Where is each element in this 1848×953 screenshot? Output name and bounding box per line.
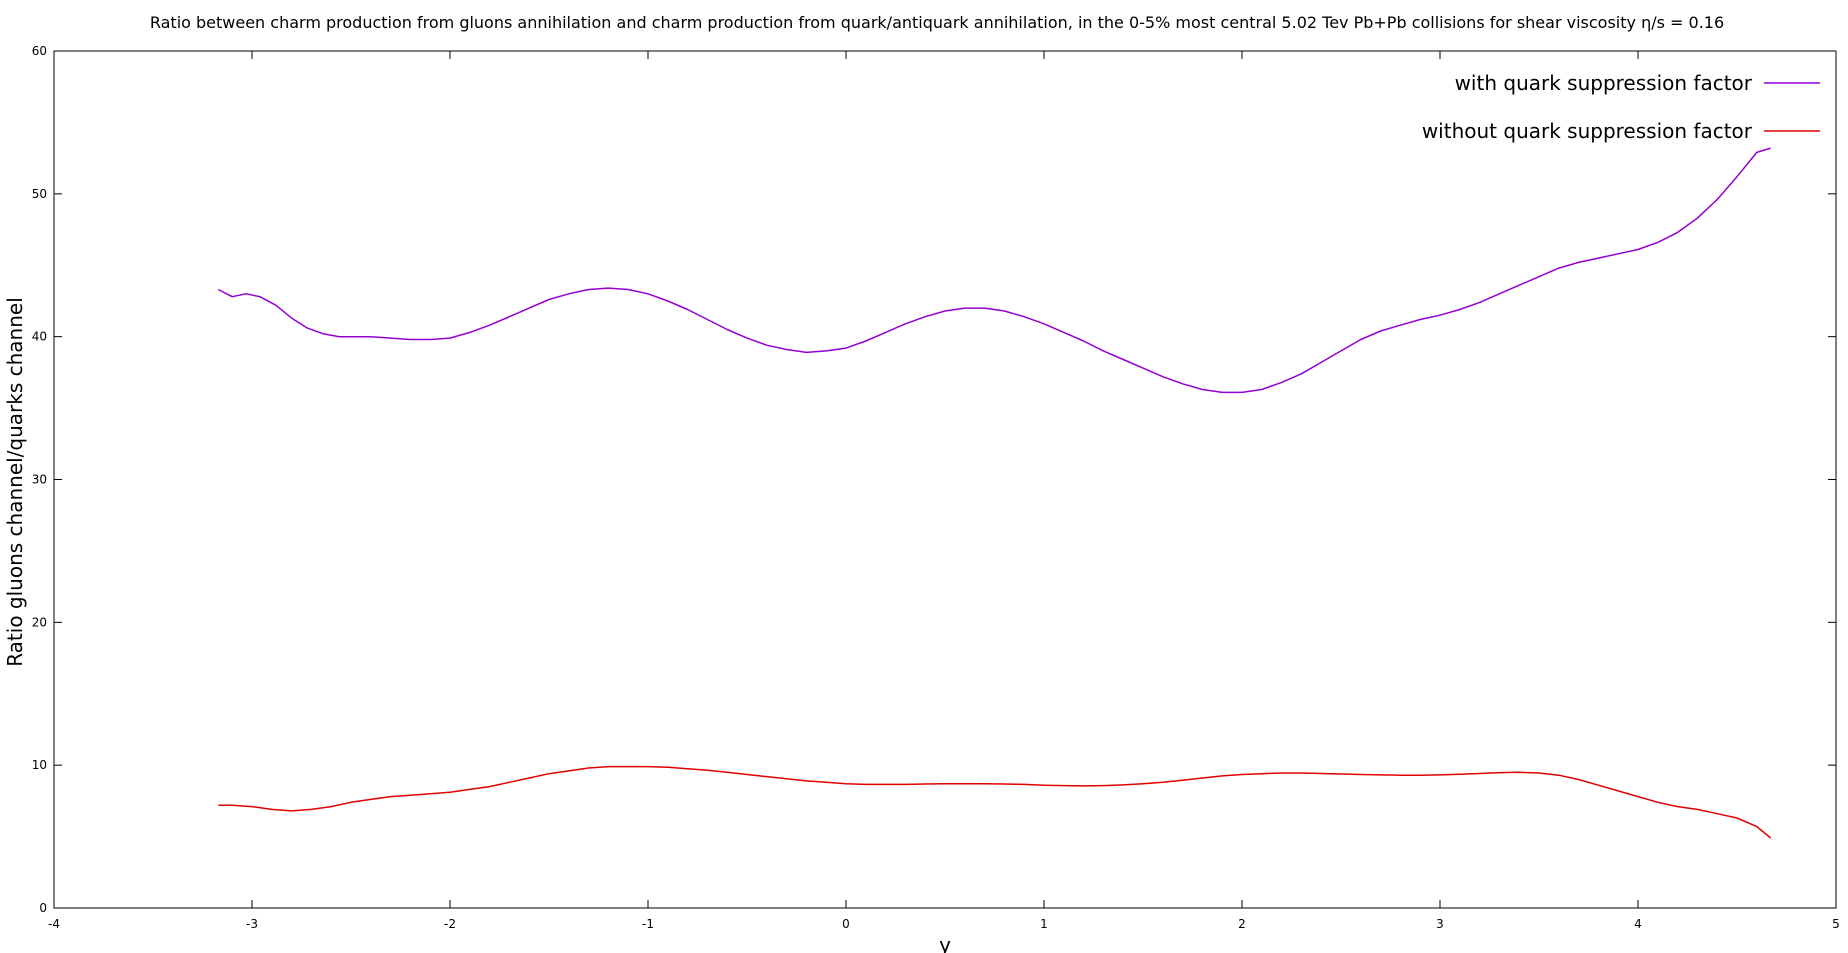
- y-tick-label: 60: [32, 44, 47, 58]
- x-axis-label: y: [939, 933, 951, 953]
- x-tick-label: 3: [1436, 917, 1444, 931]
- y-axis-label: Ratio gluons channel/quarks channel: [3, 297, 27, 667]
- x-tick-label: -3: [246, 917, 258, 931]
- x-tick-label: 2: [1238, 917, 1246, 931]
- x-tick-label: 1: [1040, 917, 1048, 931]
- legend: with quark suppression factor without qua…: [1422, 71, 1820, 143]
- y-tick-label: 0: [39, 901, 47, 915]
- x-tick-label: -4: [48, 917, 60, 931]
- x-tick-label: 5: [1832, 917, 1840, 931]
- plot-area: [53, 50, 1837, 909]
- y-tick-label: 20: [32, 615, 47, 629]
- x-tick-label: 4: [1634, 917, 1642, 931]
- series-layer: [217, 147, 1772, 839]
- legend-label-0: with quark suppression factor: [1455, 71, 1753, 95]
- x-tick-label: -2: [444, 917, 456, 931]
- y-tick-label: 40: [32, 330, 47, 344]
- y-tick-label: 50: [32, 187, 47, 201]
- y-tick-label: 30: [32, 473, 47, 487]
- x-axis: -4 -3 -2 -1 0 1 2 3 4 5: [48, 51, 1840, 931]
- y-axis: 0 10 20 30 40 50 60: [32, 44, 1836, 915]
- y-tick-label: 10: [32, 758, 47, 772]
- chart-title: Ratio between charm production from gluo…: [150, 13, 1724, 32]
- series-line-0: [217, 147, 1771, 394]
- legend-label-1: without quark suppression factor: [1422, 119, 1753, 143]
- x-tick-label: 0: [842, 917, 850, 931]
- x-tick-label: -1: [642, 917, 654, 931]
- series-line-1: [218, 765, 1772, 839]
